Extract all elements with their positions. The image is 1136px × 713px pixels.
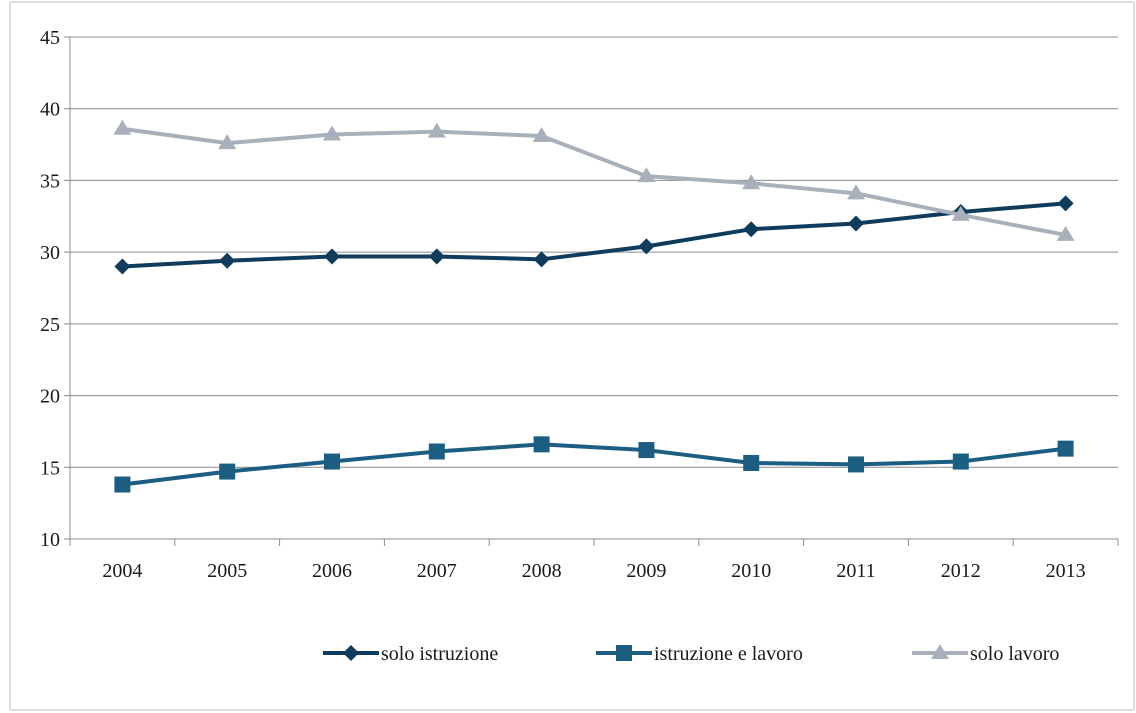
series-line [122, 201, 1066, 269]
series-group [113, 119, 1075, 493]
legend-item: istruzione e lavoro [596, 643, 803, 665]
data-point [1057, 440, 1074, 457]
data-point [533, 436, 550, 453]
legend: solo istruzione istruzione e lavoro solo l… [323, 643, 1059, 665]
legend-marker [931, 644, 949, 659]
y-tick-label: 45 [40, 27, 60, 49]
x-tick-label: 2005 [207, 560, 247, 582]
legend-item: solo istruzione [323, 643, 498, 665]
legend-label: solo lavoro [970, 643, 1059, 665]
data-point [848, 215, 864, 232]
data-point [218, 134, 237, 150]
y-tick-label: 30 [40, 242, 60, 264]
data-point [427, 122, 446, 138]
data-point [324, 248, 340, 265]
data-point [428, 443, 445, 460]
data-point [114, 476, 131, 493]
data-point [1057, 195, 1074, 212]
y-tick-label: 35 [40, 170, 60, 192]
data-point [847, 184, 865, 200]
chart-border [9, 1, 1135, 711]
legend-marker [343, 645, 359, 661]
series-square [114, 436, 1074, 493]
data-point [324, 453, 340, 470]
y-tick-label: 20 [40, 386, 60, 408]
data-point [1056, 225, 1075, 241]
x-tick-label: 2004 [102, 560, 142, 582]
data-point [742, 174, 761, 190]
y-tick-labels: 10 15 20 25 30 35 40 45 [40, 27, 60, 551]
data-point [951, 205, 970, 221]
data-point [638, 442, 655, 459]
data-point [428, 248, 445, 265]
x-tick-label: 2007 [417, 560, 457, 582]
series-diamond [114, 195, 1074, 275]
data-point [323, 125, 341, 141]
series-line [122, 126, 1066, 237]
data-point [638, 238, 655, 255]
x-tick-labels: 2004 2005 2006 2007 2008 2009 2010 2011 2012 2013 [102, 560, 1085, 582]
legend-item: solo lavoro [912, 643, 1059, 665]
data-point [848, 456, 864, 473]
series-line [122, 442, 1066, 487]
legend-marker [616, 645, 632, 661]
x-tick-label: 2009 [626, 560, 666, 582]
data-point [743, 454, 760, 471]
y-tick-label: 40 [40, 99, 60, 121]
x-tick-label: 2010 [731, 560, 771, 582]
data-point [113, 119, 132, 135]
data-point [743, 221, 760, 238]
y-tick-label: 15 [40, 457, 60, 479]
x-tick-label: 2006 [312, 560, 352, 582]
x-tick-label: 2008 [522, 560, 562, 582]
data-point [219, 252, 236, 269]
data-point [637, 167, 656, 183]
data-point [219, 463, 236, 480]
axes [64, 36, 1119, 546]
data-point [532, 126, 551, 142]
data-point [952, 453, 969, 470]
y-tick-label: 25 [40, 314, 60, 336]
x-tick-label: 2011 [836, 560, 875, 582]
y-tick-label: 10 [40, 529, 60, 551]
data-point [533, 251, 550, 268]
series-triangle [113, 119, 1075, 241]
x-tick-label: 2012 [941, 560, 981, 582]
x-tick-label: 2013 [1046, 560, 1086, 582]
legend-label: istruzione e lavoro [654, 643, 803, 665]
data-point [114, 258, 131, 275]
legend-label: solo istruzione [381, 643, 498, 665]
